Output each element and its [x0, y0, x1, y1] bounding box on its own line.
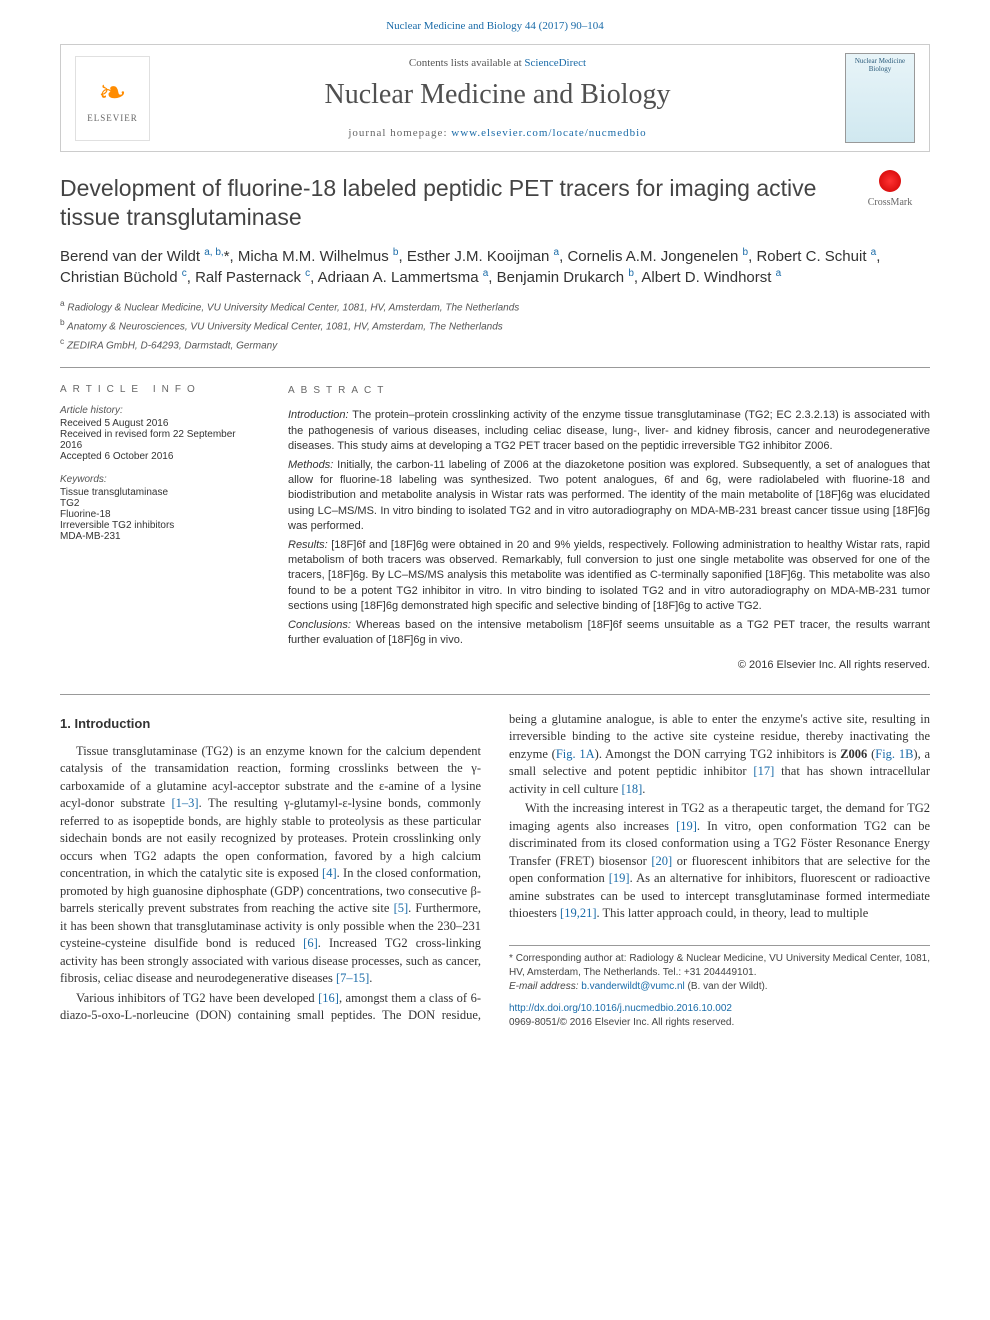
body-two-column: 1. Introduction Tissue transglutaminase …: [60, 711, 930, 1030]
keyword-item: Tissue transglutaminase: [60, 487, 260, 498]
homepage-url[interactable]: www.elsevier.com/locate/nucmedbio: [451, 127, 646, 139]
body-paragraph: With the increasing interest in TG2 as a…: [509, 800, 930, 923]
history-label: Article history:: [60, 405, 260, 416]
journal-header: ❧ ELSEVIER Contents lists available at S…: [60, 44, 930, 152]
abstract-copyright: © 2016 Elsevier Inc. All rights reserved…: [288, 658, 930, 673]
author-list: Berend van der Wildt a, b,*, Micha M.M. …: [60, 246, 930, 288]
abstract-conclusions: Conclusions: Whereas based on the intens…: [288, 618, 930, 649]
corresponding-author: * Corresponding author at: Radiology & N…: [509, 952, 930, 980]
abstract-column: ABSTRACT Introduction: The protein–prote…: [288, 384, 930, 673]
elsevier-tree-icon: ❧: [98, 73, 127, 113]
article-info-column: ARTICLE INFO Article history: Received 5…: [60, 384, 260, 673]
elsevier-logo: ❧ ELSEVIER: [75, 56, 150, 141]
journal-cover-thumbnail: Nuclear Medicine Biology: [845, 53, 915, 143]
article-info-heading: ARTICLE INFO: [60, 384, 260, 395]
homepage-pre: journal homepage:: [348, 127, 451, 139]
keywords-label: Keywords:: [60, 474, 260, 485]
header-center: Contents lists available at ScienceDirec…: [168, 57, 827, 139]
history-item: Received 5 August 2016: [60, 418, 260, 429]
history-item: Received in revised form 22 September 20…: [60, 429, 260, 451]
body-paragraph: Tissue transglutaminase (TG2) is an enzy…: [60, 743, 481, 988]
sciencedirect-link[interactable]: ScienceDirect: [524, 57, 586, 69]
affiliation: c ZEDIRA GmbH, D-64293, Darmstadt, Germa…: [60, 336, 930, 351]
journal-citation[interactable]: Nuclear Medicine and Biology 44 (2017) 9…: [60, 20, 930, 32]
homepage-line: journal homepage: www.elsevier.com/locat…: [168, 127, 827, 139]
abstract-methods: Methods: Initially, the carbon-11 labeli…: [288, 458, 930, 535]
crossmark-label: CrossMark: [868, 197, 912, 208]
crossmark-badge[interactable]: CrossMark: [850, 170, 930, 208]
journal-name: Nuclear Medicine and Biology: [168, 79, 827, 111]
keyword-item: TG2: [60, 498, 260, 509]
keyword-item: Fluorine-18: [60, 509, 260, 520]
article-title: Development of fluorine-18 labeled pepti…: [60, 174, 930, 232]
author-email-link[interactable]: b.vanderwildt@vumc.nl: [581, 981, 685, 992]
divider: [60, 367, 930, 368]
section-heading-intro: 1. Introduction: [60, 715, 481, 733]
abstract-intro: Introduction: The protein–protein crossl…: [288, 408, 930, 454]
affiliation: a Radiology & Nuclear Medicine, VU Unive…: [60, 298, 930, 313]
issn-copyright: 0969-8051/© 2016 Elsevier Inc. All right…: [509, 1016, 930, 1030]
divider: [60, 694, 930, 695]
affiliation: b Anatomy & Neurosciences, VU University…: [60, 317, 930, 332]
elsevier-label: ELSEVIER: [87, 113, 138, 123]
doi-link[interactable]: http://dx.doi.org/10.1016/j.nucmedbio.20…: [509, 1002, 930, 1016]
crossmark-icon: [879, 170, 901, 192]
email-line: E-mail address: b.vanderwildt@vumc.nl (B…: [509, 980, 930, 994]
info-abstract-row: ARTICLE INFO Article history: Received 5…: [60, 384, 930, 673]
keyword-item: MDA-MB-231: [60, 531, 260, 542]
abstract-heading: ABSTRACT: [288, 384, 930, 398]
contents-line: Contents lists available at ScienceDirec…: [168, 57, 827, 69]
contents-pre: Contents lists available at: [409, 57, 524, 69]
footnote-block: * Corresponding author at: Radiology & N…: [509, 945, 930, 1030]
keyword-item: Irreversible TG2 inhibitors: [60, 520, 260, 531]
abstract-results: Results: [18F]6f and [18F]6g were obtain…: [288, 538, 930, 615]
history-item: Accepted 6 October 2016: [60, 451, 260, 462]
